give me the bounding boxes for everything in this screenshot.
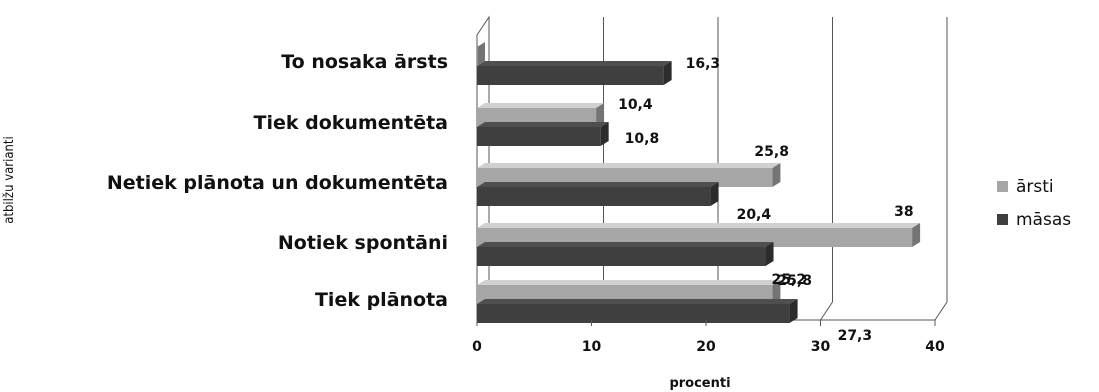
data-label: 27,3 [838,328,873,344]
data-label: 25,8 [777,273,812,289]
bar-side [765,242,774,266]
bar-māsas-0 [477,61,672,85]
bar-māsas-3 [477,242,774,266]
legend-label-māsas: māsas [1016,210,1071,230]
legend: ārsti māsas [997,177,1071,230]
x-axis-title: procenti [669,376,730,391]
bar-top [477,299,798,304]
bar-side [596,103,605,127]
category-label: To nosaka ārsts [281,51,448,73]
bar-māsas-2 [477,182,719,206]
bar-top [477,242,774,247]
bar-top [477,223,921,228]
bar-top [477,103,605,108]
y-axis-title: atbilžu varianti [2,136,17,224]
data-label: 10,8 [625,131,660,147]
bar-front [477,247,766,266]
category-label: Tiek dokumentēta [253,112,448,134]
data-label: 38 [894,204,913,220]
bar-side [772,163,781,187]
category-label: Tiek plānota [315,289,448,311]
bar-front [477,66,664,85]
category-labels: To nosaka ārsts Tiek dokumentēta Netiek pl… [107,51,448,311]
tick-label: 40 [925,339,945,355]
bar-front [477,304,790,323]
gridline-floor-30 [820,301,833,321]
bar-side [600,122,609,146]
bar-side [772,280,781,304]
bar-side [477,42,485,66]
tick-label: 20 [696,339,716,355]
bar-front [477,47,478,66]
bar-side [789,299,798,323]
tick-label: 0 [472,339,482,355]
tick-label: 30 [811,339,831,355]
bar-side [663,61,672,85]
data-label: 25,2 [772,272,807,288]
bar-māsas-4 [477,299,798,323]
legend-swatch-ārsti [997,181,1008,192]
legend-label-ārsti: ārsti [1016,177,1054,197]
bar-māsas-1 [477,122,609,146]
bar-top [477,280,781,285]
bar-top [477,163,781,168]
bar-top [477,182,719,187]
data-label: 25,8 [754,144,789,160]
bar-front [477,187,711,206]
category-label: Notiek spontāni [278,232,448,254]
legend-swatch-māsas [997,214,1008,225]
bar-side [710,182,719,206]
bar-top [477,61,672,66]
bar-top [477,122,609,127]
bars [477,42,921,323]
bar-side [912,223,921,247]
tick-label: 10 [582,339,602,355]
data-label: 16,3 [686,56,721,72]
bar-front [477,127,601,146]
x-axis-ticks: 0 10 20 30 40 [472,320,945,355]
gridline-floor-40 [934,301,948,321]
data-label: 20,4 [737,207,772,223]
category-label: Netiek plānota un dokumentēta [107,172,448,194]
bar-ārsti-0 [477,42,485,66]
data-label: 10,4 [618,97,653,113]
